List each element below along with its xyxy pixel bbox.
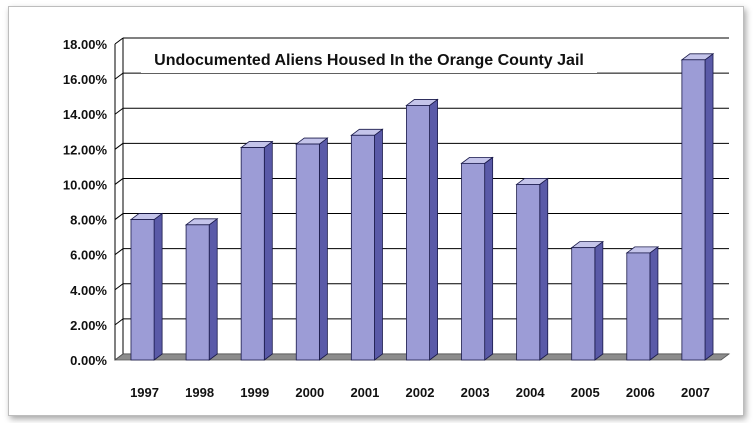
- bar-front: [681, 59, 706, 361]
- bar-side: [704, 52, 714, 361]
- y-tick-label: 8.00%: [70, 213, 107, 228]
- bar-front: [185, 224, 210, 361]
- x-tick-label: 2004: [516, 385, 546, 400]
- x-tick-label: 1998: [185, 385, 214, 400]
- bar-front: [626, 252, 651, 361]
- title-box: Undocumented Aliens Housed In the Orange…: [141, 47, 597, 73]
- y-tick-label: 2.00%: [70, 318, 107, 333]
- bar-2003: [460, 156, 494, 361]
- gridline-side: [114, 142, 124, 150]
- bar-2004: [515, 177, 549, 361]
- gridline-side: [114, 213, 124, 220]
- bar-side: [594, 240, 604, 361]
- bar-front: [350, 134, 375, 361]
- bar-side: [649, 246, 659, 361]
- gridline-side: [114, 248, 124, 256]
- x-tick-label: 2007: [681, 385, 710, 400]
- chart-frame: 0.00% 2.00% 4.00% 6.00% 8.00% 10.00% 12.00% 14.…: [8, 6, 744, 416]
- bar-front: [571, 247, 596, 361]
- bar-front: [516, 184, 541, 361]
- gridline-side: [114, 283, 124, 291]
- bar-front: [406, 105, 430, 361]
- x-tick-label: 2003: [461, 385, 490, 400]
- bar-1998: [184, 218, 219, 361]
- bar-2002: [405, 98, 439, 361]
- bar-2001: [350, 128, 384, 361]
- bar-2006: [625, 246, 660, 361]
- bar-front: [240, 147, 265, 361]
- bar-2000: [295, 137, 329, 361]
- gridline-side: [114, 178, 124, 185]
- bar-front: [130, 219, 155, 361]
- bar-side: [429, 98, 438, 361]
- x-tick-label: 2002: [406, 385, 435, 400]
- y-tick-label: 12.00%: [63, 142, 108, 157]
- y-tick-label: 0.00%: [70, 353, 107, 368]
- x-tick-label: 2005: [571, 385, 600, 400]
- gridline-side: [114, 37, 124, 45]
- bar-side: [484, 156, 494, 361]
- y-tick-label: 14.00%: [63, 107, 108, 122]
- x-axis-tick-labels: 1997 1998 1999 2000 2001 2002 2003 2004 2005 2006…: [130, 385, 710, 400]
- y-tick-label: 6.00%: [70, 248, 107, 263]
- x-tick-label: 2006: [626, 385, 655, 400]
- bar-chart: 0.00% 2.00% 4.00% 6.00% 8.00% 10.00% 12.00% 14.…: [63, 37, 731, 400]
- y-axis-tick-labels: 0.00% 2.00% 4.00% 6.00% 8.00% 10.00% 12.00% 14.…: [63, 37, 108, 368]
- x-tick-label: 2000: [295, 385, 324, 400]
- x-tick-label: 1999: [240, 385, 269, 400]
- chart-title: Undocumented Aliens Housed In the Orange…: [154, 52, 584, 69]
- bar-2005: [570, 240, 605, 361]
- bar-1997: [129, 212, 164, 361]
- bar-side: [539, 177, 549, 361]
- bar-side: [153, 212, 163, 361]
- gridline-side: [114, 72, 124, 80]
- y-tick-label: 18.00%: [63, 37, 108, 52]
- gridline-side: [114, 318, 124, 326]
- bar-front: [461, 162, 486, 361]
- y-tick-label: 4.00%: [70, 283, 107, 298]
- bar-2007: [680, 52, 715, 361]
- bar-1999: [239, 140, 274, 361]
- x-tick-label: 2001: [350, 385, 379, 400]
- x-tick-label: 1997: [130, 385, 159, 400]
- y-tick-label: 16.00%: [63, 72, 108, 87]
- bar-side: [374, 128, 383, 361]
- gridline-side: [114, 107, 124, 115]
- bar-side: [263, 140, 273, 361]
- bar-front: [295, 143, 320, 361]
- bar-side: [208, 218, 218, 361]
- bars: [129, 52, 715, 361]
- bar-side: [318, 137, 328, 361]
- y-tick-label: 10.00%: [63, 177, 108, 192]
